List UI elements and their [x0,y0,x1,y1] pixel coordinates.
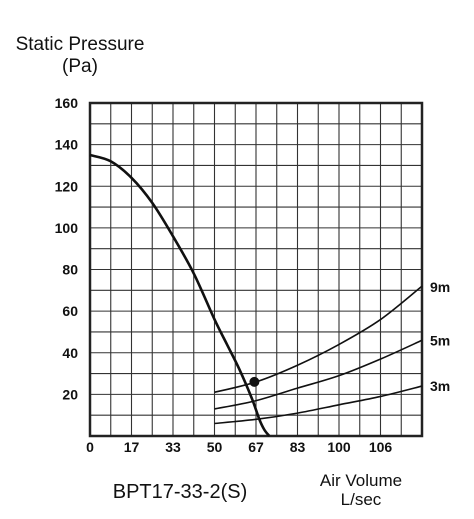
y-axis-title-line1: Static Pressure [16,34,145,55]
operating-point [249,376,260,387]
system-curve-3m [214,385,423,425]
y-tick-label: 140 [55,137,79,153]
x-tick-label: 100 [327,439,351,455]
y-tick-label: 80 [62,262,78,278]
x-tick-label: 83 [290,439,306,455]
y-tick-label: 100 [55,220,79,236]
plot-grid [90,103,422,436]
x-tick-labels: 0 17 33 50 67 83 100 106 [86,439,392,455]
series-label-3m: 3m [430,378,450,394]
y-tick-label: 40 [62,345,78,361]
series-label-5m: 5m [430,332,450,348]
x-tick-label: 0 [86,439,94,455]
series-label-9m: 9m [430,279,450,295]
fan-curve [89,153,271,437]
x-axis-title-line2: L/sec [341,490,382,509]
y-tick-label: 60 [62,303,78,319]
plot-frame [88,101,424,438]
x-tick-label: 33 [165,439,181,455]
x-tick-label: 67 [248,439,264,455]
x-tick-label: 50 [207,439,223,455]
x-tick-label: 106 [369,439,393,455]
y-axis-title-line2: (Pa) [62,56,98,77]
x-tick-label: 17 [124,439,140,455]
x-axis-title-line1: Air Volume [320,471,402,490]
y-tick-label: 20 [62,386,78,402]
y-tick-label: 160 [55,95,79,111]
model-label: BPT17-33-2(S) [113,481,248,503]
y-tick-labels: 20 40 60 80 100 120 140 160 [55,95,79,402]
y-tick-label: 120 [55,178,79,194]
series-labels: 9m 5m 3m [430,279,450,394]
